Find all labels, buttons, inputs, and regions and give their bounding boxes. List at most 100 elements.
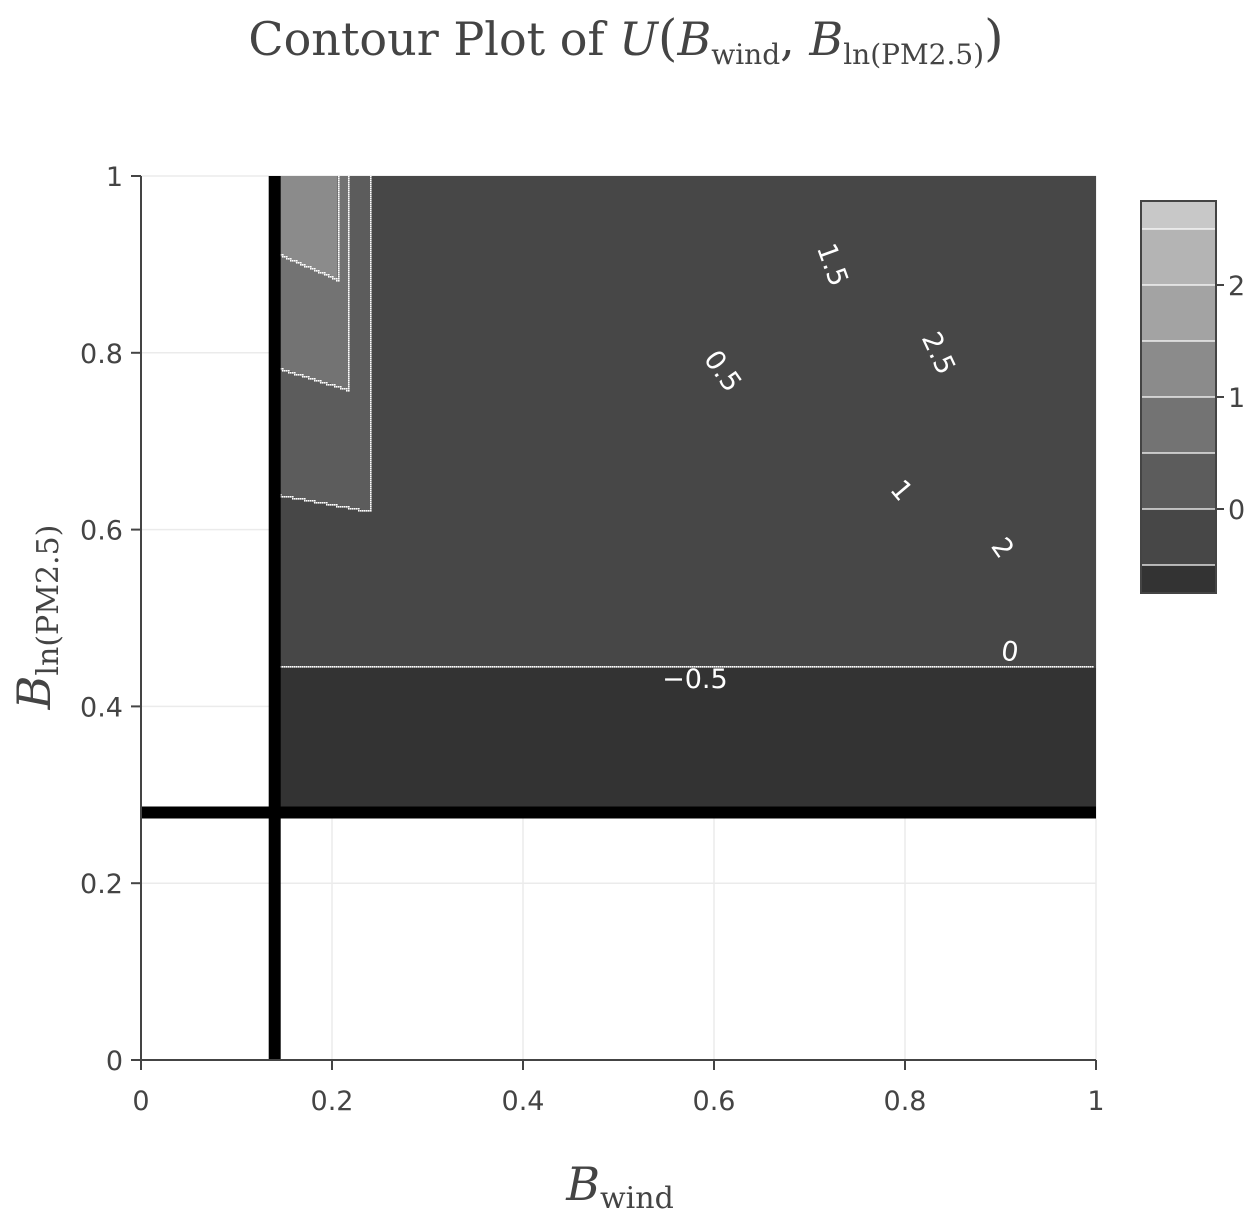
contour-line-dot xyxy=(1034,666,1036,668)
contour-line-dot xyxy=(846,666,848,668)
contour-fill-cell xyxy=(370,422,1096,426)
contour-line-dot xyxy=(338,270,340,272)
contour-line-dot xyxy=(348,274,350,276)
contour-line-dot xyxy=(694,666,696,668)
contour-fill-cell xyxy=(322,272,338,276)
contour-fill-cell xyxy=(274,545,1096,549)
contour-line-dot xyxy=(332,278,334,280)
contour-fill-cell xyxy=(274,743,1096,747)
contour-line-dot xyxy=(334,278,336,280)
contour-line-dot xyxy=(1062,666,1064,668)
contour-line-dot xyxy=(370,440,372,442)
contour-fill-cell xyxy=(337,185,350,189)
contour-line-dot xyxy=(972,666,974,668)
contour-fill-cell xyxy=(349,203,371,207)
contour-fill-cell xyxy=(274,221,338,225)
contour-fill-cell xyxy=(370,476,1096,480)
contour-line-dot xyxy=(348,388,350,390)
contour-line-dot xyxy=(318,272,320,274)
contour-line-dot xyxy=(290,258,292,260)
contour-line-dot xyxy=(388,666,390,668)
contour-line-dot xyxy=(370,500,372,502)
contour-line-dot xyxy=(858,666,860,668)
contour-fill-cell xyxy=(370,314,1096,318)
contour-fill-cell xyxy=(349,308,371,312)
contour-fill-cell xyxy=(274,326,350,330)
contour-fill-cell xyxy=(349,335,371,339)
contour-fill-cell xyxy=(274,194,338,198)
contour-fill-cell xyxy=(274,722,1096,726)
contour-line-dot xyxy=(544,666,546,668)
contour-line-dot xyxy=(490,666,492,668)
contour-line-dot xyxy=(296,374,298,376)
contour-line-dot xyxy=(370,318,372,320)
contour-line-dot xyxy=(900,666,902,668)
contour-line-dot xyxy=(330,384,332,386)
contour-fill-cell xyxy=(274,677,1096,681)
contour-line-dot xyxy=(724,666,726,668)
contour-line-dot xyxy=(1006,666,1008,668)
contour-fill-cell xyxy=(370,191,1096,195)
contour-line-dot xyxy=(612,666,614,668)
contour-fill-cell xyxy=(370,254,1096,258)
contour-line-dot xyxy=(370,362,372,364)
contour-line-dot xyxy=(370,184,372,186)
colorbar-segment xyxy=(1141,285,1216,341)
contour-fill-cell xyxy=(370,341,1096,345)
contour-line-dot xyxy=(370,202,372,204)
contour-line-dot xyxy=(312,666,314,668)
title-func: U xyxy=(619,12,660,66)
contour-line-dot xyxy=(340,388,342,390)
contour-fill-cell xyxy=(274,641,1096,645)
contour-line-dot xyxy=(370,338,372,340)
contour-line-dot xyxy=(408,666,410,668)
contour-line-dot xyxy=(350,508,352,510)
contour-line-dot xyxy=(506,666,508,668)
contour-line-dot xyxy=(1066,666,1068,668)
contour-fill-cell xyxy=(349,230,371,234)
contour-line-dot xyxy=(370,266,372,268)
contour-line-dot xyxy=(342,666,344,668)
contour-fill-cell xyxy=(274,260,296,264)
contour-line-dot xyxy=(1084,666,1086,668)
contour-fill-cell xyxy=(274,419,371,423)
contour-line-dot xyxy=(370,456,372,458)
contour-fill-cell xyxy=(349,221,371,225)
contour-line-dot xyxy=(314,270,316,272)
contour-fill-cell xyxy=(280,368,350,372)
contour-fill-cell xyxy=(274,332,350,336)
contour-fill-cell xyxy=(349,380,371,384)
contour-fill-cell xyxy=(274,668,1096,672)
contour-fill-cell xyxy=(337,203,350,207)
contour-fill-cell xyxy=(274,389,371,393)
axes: 0 0.2 0.4 0.6 0.8 1 0 0.2 0.4 0.6 0.8 1 xyxy=(80,162,1105,1117)
contour-fill-cell xyxy=(370,401,1096,405)
contour-line-dot xyxy=(348,192,350,194)
contour-line-dot xyxy=(908,666,910,668)
contour-line-dot xyxy=(1070,666,1072,668)
contour-line-dot xyxy=(370,496,372,498)
contour-fill-cell xyxy=(370,278,1096,282)
contour-line-dot xyxy=(542,666,544,668)
contour-line-dot xyxy=(348,508,350,510)
contour-line-dot xyxy=(628,666,630,668)
contour-line-dot xyxy=(378,666,380,668)
contour-line-dot xyxy=(338,194,340,196)
contour-line-dot xyxy=(338,218,340,220)
contour-fill-cell xyxy=(274,440,371,444)
contour-line-dot xyxy=(370,416,372,418)
contour-line-dot xyxy=(318,502,320,504)
contour-line-dot xyxy=(370,446,372,448)
contour-line-dot xyxy=(462,666,464,668)
contour-line-dot xyxy=(348,342,350,344)
contour-line-dot xyxy=(338,666,340,668)
contour-line-dot xyxy=(520,666,522,668)
contour-line-dot xyxy=(990,666,992,668)
contour-fill-cell xyxy=(370,362,1096,366)
contour-fill-cell xyxy=(274,554,1096,558)
contour-line-dot xyxy=(370,304,372,306)
contour-line-dot xyxy=(324,502,326,504)
contour-line-dot xyxy=(310,500,312,502)
contour-fill-cell xyxy=(370,179,1096,183)
contour-fill-cell xyxy=(370,419,1096,423)
